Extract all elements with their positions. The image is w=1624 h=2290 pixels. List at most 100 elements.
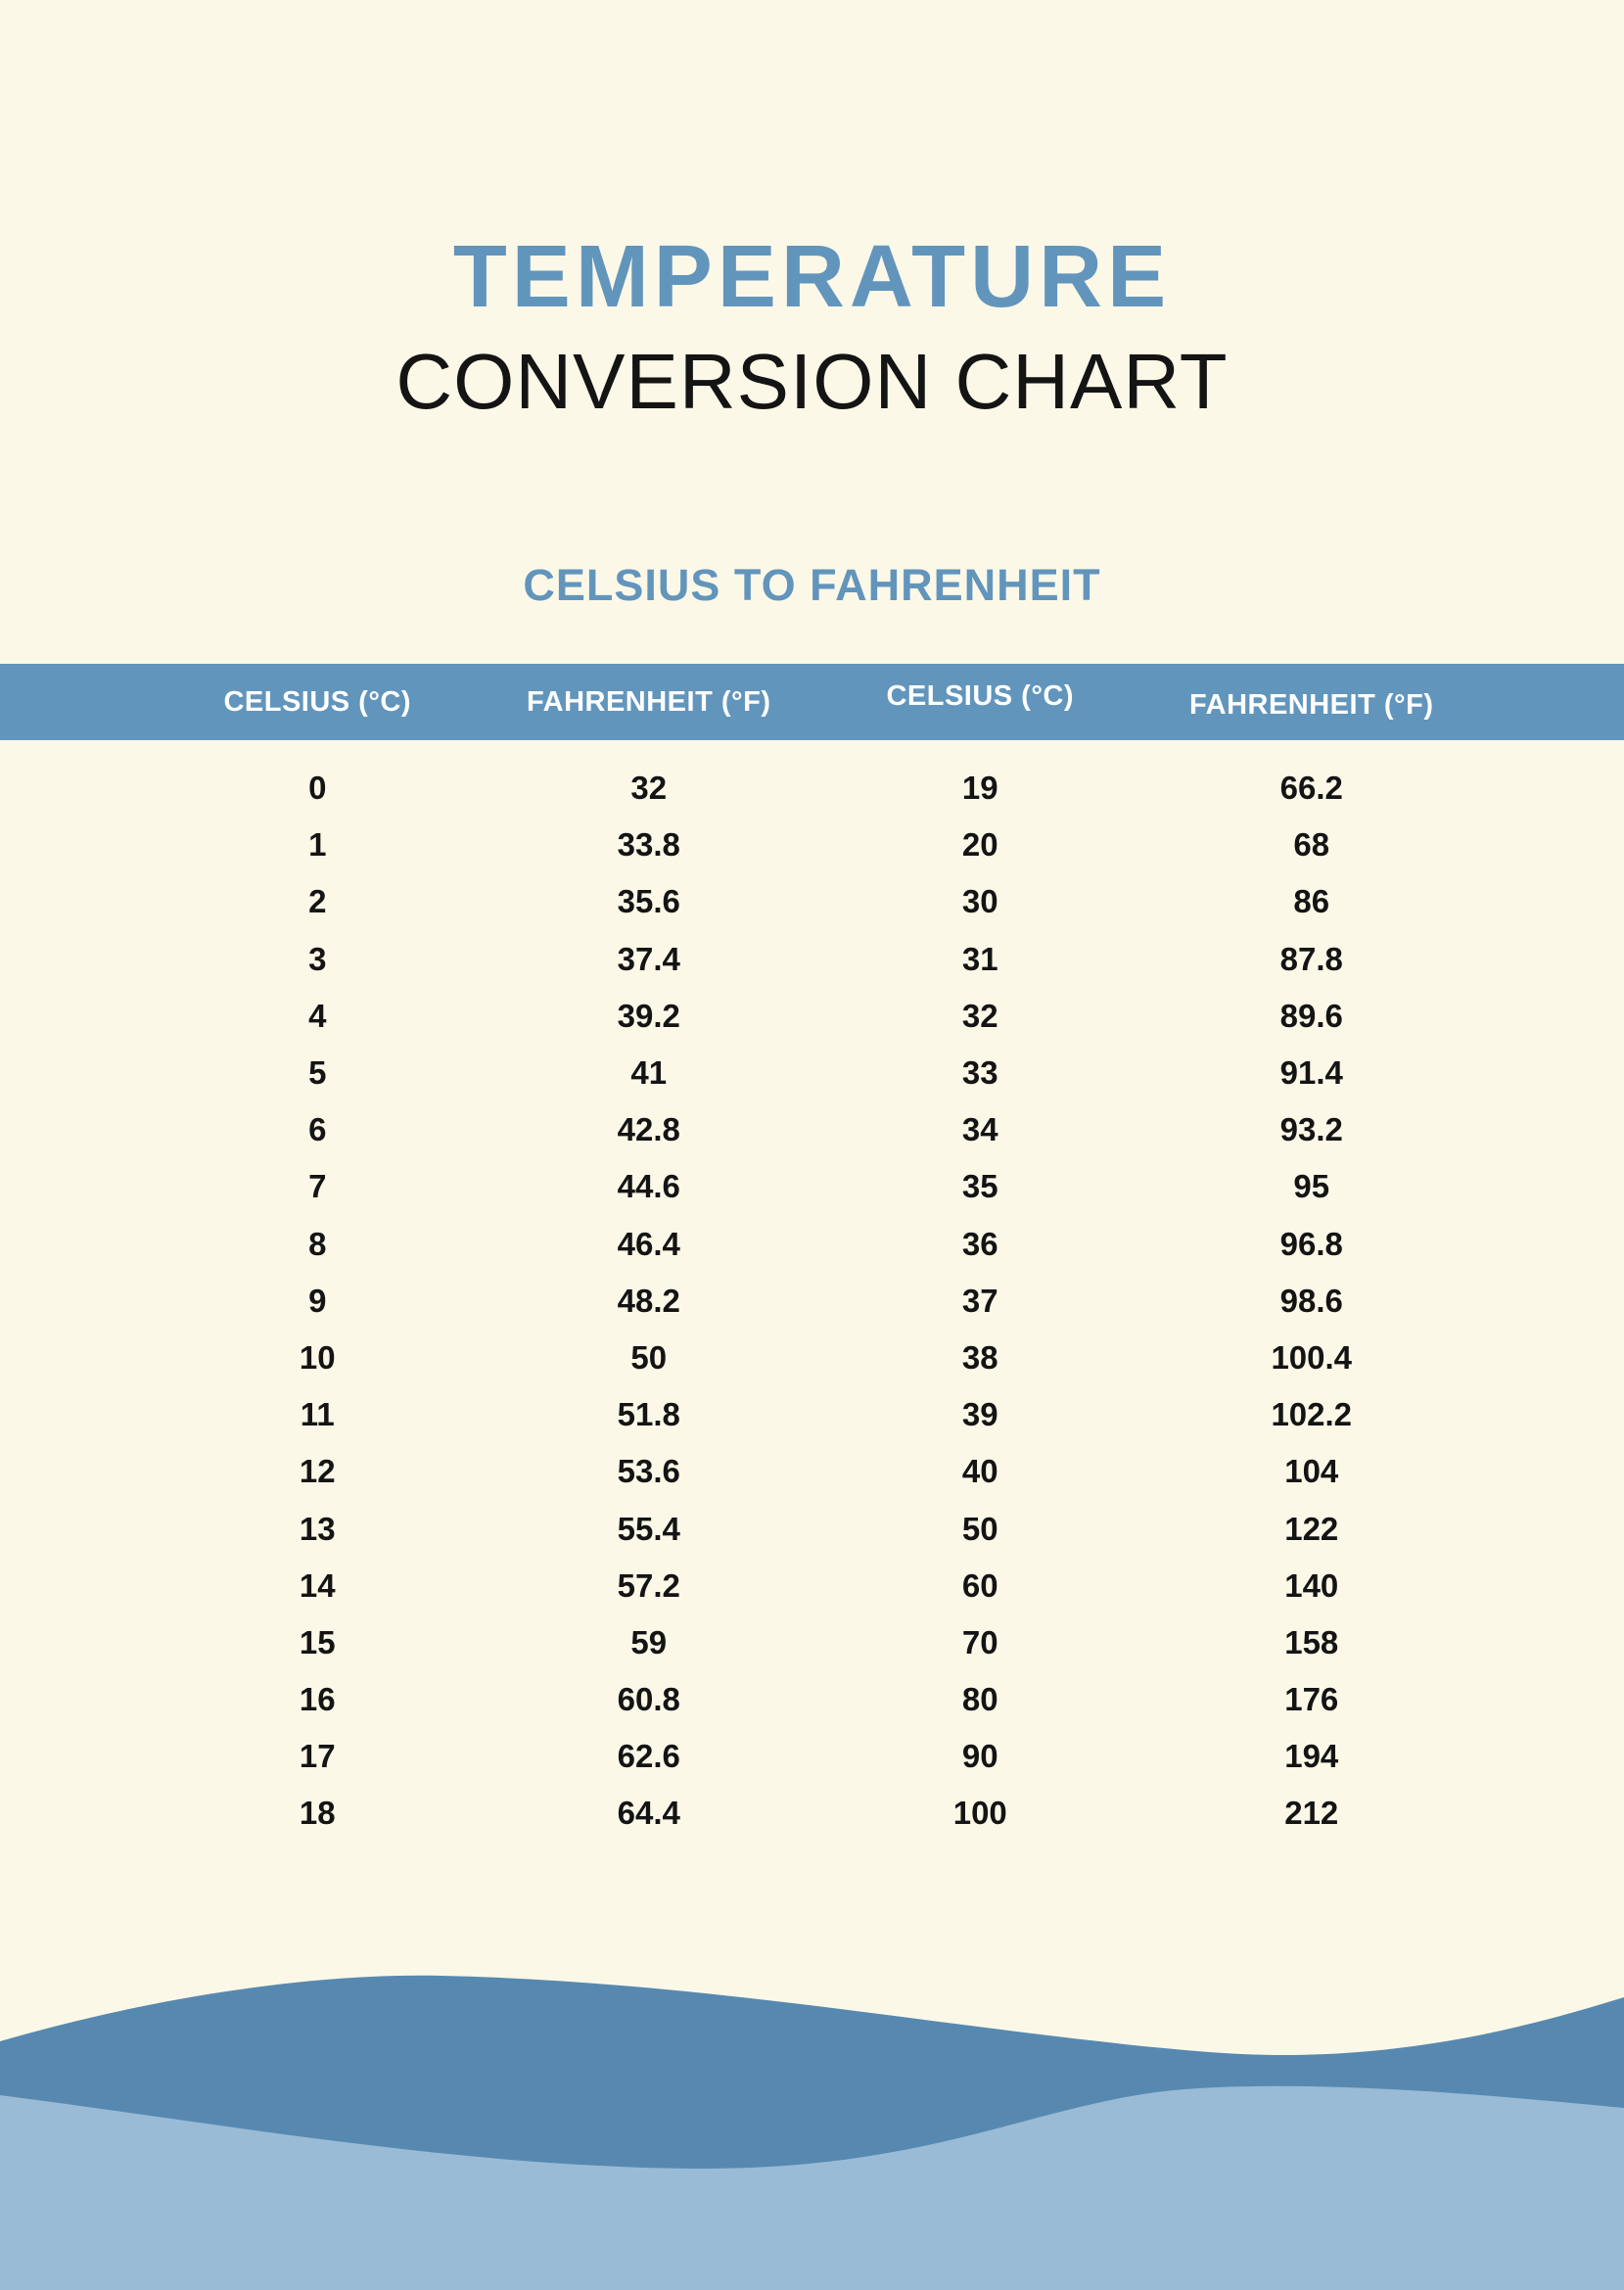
celsius-value: 6: [308, 1111, 327, 1148]
celsius-value: 7: [308, 1168, 327, 1205]
fahrenheit-value: 95: [1293, 1168, 1330, 1205]
celsius-value: 8: [308, 1225, 327, 1262]
celsius-value: 12: [299, 1453, 336, 1490]
table-row: 1 33.8 20 68: [152, 817, 1477, 873]
section-heading: CELSIUS TO FAHRENHEIT: [523, 560, 1101, 610]
celsius-value: 34: [961, 1111, 998, 1148]
fahrenheit-value: 122: [1284, 1510, 1339, 1547]
table-row: 0 32 19 66.2: [152, 760, 1477, 817]
celsius-value: 0: [308, 770, 327, 807]
celsius-value: 31: [961, 940, 998, 977]
fahrenheit-value: 50: [630, 1338, 668, 1376]
celsius-value: 100: [952, 1795, 1007, 1832]
celsius-value: 33: [961, 1054, 998, 1092]
celsius-value: 37: [961, 1282, 998, 1319]
celsius-value: 30: [961, 883, 998, 920]
fahrenheit-value: 102.2: [1271, 1396, 1353, 1433]
fahrenheit-value: 37.4: [617, 940, 680, 977]
fahrenheit-value: 176: [1284, 1681, 1339, 1718]
fahrenheit-value: 140: [1284, 1566, 1339, 1604]
table-row: 12 53.6 40 104: [152, 1443, 1477, 1500]
fahrenheit-value: 62.6: [617, 1738, 680, 1775]
table-header-band: CELSIUS (°C) FAHRENHEIT (°F) CELSIUS (°C…: [0, 664, 1624, 740]
fahrenheit-value: 57.2: [617, 1566, 680, 1604]
celsius-value: 70: [961, 1623, 998, 1660]
table-row: 16 60.8 80 176: [152, 1671, 1477, 1728]
celsius-value: 17: [299, 1738, 336, 1775]
fahrenheit-value: 32: [630, 770, 668, 807]
fahrenheit-value: 158: [1284, 1623, 1339, 1660]
table-row: 9 48.2 37 98.6: [152, 1273, 1477, 1330]
table-row: 3 37.4 31 87.8: [152, 931, 1477, 988]
fahrenheit-value: 41: [630, 1054, 668, 1092]
celsius-value: 11: [300, 1396, 335, 1433]
page-subtitle: CONVERSION CHART: [395, 338, 1229, 425]
fahrenheit-value: 68: [1293, 826, 1330, 864]
celsius-value: 1: [308, 826, 327, 864]
celsius-value: 18: [299, 1795, 336, 1832]
fahrenheit-value: 42.8: [617, 1111, 680, 1148]
celsius-value: 2: [308, 883, 327, 920]
table-row: 11 51.8 39 102.2: [152, 1386, 1477, 1443]
fahrenheit-value: 33.8: [617, 826, 680, 864]
celsius-value: 39: [961, 1396, 998, 1433]
fahrenheit-value: 91.4: [1279, 1054, 1343, 1092]
celsius-value: 80: [961, 1681, 998, 1718]
celsius-value: 20: [961, 826, 998, 864]
column-header-celsius-2: CELSIUS (°C): [886, 679, 1075, 712]
wave-light-shape: [0, 2085, 1624, 2290]
celsius-value: 32: [961, 997, 998, 1034]
fahrenheit-value: 86: [1293, 883, 1330, 920]
celsius-value: 9: [308, 1282, 327, 1319]
fahrenheit-value: 55.4: [617, 1510, 680, 1547]
table-row: 15 59 70 158: [152, 1614, 1477, 1671]
column-header-fahrenheit-2: FAHRENHEIT (°F): [1189, 688, 1434, 721]
table-row: 6 42.8 34 93.2: [152, 1101, 1477, 1158]
table-row: 4 39.2 32 89.6: [152, 988, 1477, 1045]
table-row: 10 50 38 100.4: [152, 1330, 1477, 1386]
fahrenheit-value: 93.2: [1279, 1111, 1343, 1148]
fahrenheit-value: 100.4: [1271, 1338, 1353, 1376]
celsius-value: 13: [299, 1510, 336, 1547]
table-row: 18 64.4 100 212: [152, 1785, 1477, 1842]
celsius-value: 60: [961, 1566, 998, 1604]
fahrenheit-value: 104: [1284, 1453, 1339, 1490]
celsius-value: 14: [299, 1566, 336, 1604]
fahrenheit-value: 98.6: [1279, 1282, 1343, 1319]
table-row: 17 62.6 90 194: [152, 1728, 1477, 1785]
celsius-value: 10: [299, 1338, 336, 1376]
fahrenheit-value: 96.8: [1279, 1225, 1343, 1262]
table-header-row: CELSIUS (°C) FAHRENHEIT (°F) CELSIUS (°C…: [152, 664, 1477, 740]
table-row: 8 46.4 36 96.8: [152, 1216, 1477, 1273]
fahrenheit-value: 44.6: [617, 1168, 680, 1205]
fahrenheit-value: 48.2: [617, 1282, 680, 1319]
fahrenheit-value: 66.2: [1279, 770, 1343, 807]
conversion-table-body: 0 32 19 66.2 1 33.8 20 68 2 35.6 30 86 3…: [152, 760, 1477, 1843]
fahrenheit-value: 51.8: [617, 1396, 680, 1433]
celsius-value: 16: [299, 1681, 336, 1718]
fahrenheit-value: 53.6: [617, 1453, 680, 1490]
celsius-value: 90: [961, 1738, 998, 1775]
wave-decoration: [0, 1898, 1624, 2290]
celsius-value: 5: [308, 1054, 327, 1092]
table-row: 2 35.6 30 86: [152, 873, 1477, 930]
fahrenheit-value: 87.8: [1279, 940, 1343, 977]
celsius-value: 35: [961, 1168, 998, 1205]
celsius-value: 4: [308, 997, 327, 1034]
fahrenheit-value: 89.6: [1279, 997, 1343, 1034]
page-title: TEMPERATURE: [452, 228, 1172, 326]
fahrenheit-value: 46.4: [617, 1225, 680, 1262]
table-row: 13 55.4 50 122: [152, 1500, 1477, 1557]
table-row: 14 57.2 60 140: [152, 1558, 1477, 1614]
wave-svg: [0, 1975, 1624, 2290]
fahrenheit-value: 194: [1284, 1738, 1339, 1775]
fahrenheit-value: 35.6: [617, 883, 680, 920]
celsius-value: 40: [961, 1453, 998, 1490]
fahrenheit-value: 60.8: [617, 1681, 680, 1718]
fahrenheit-value: 39.2: [617, 997, 680, 1034]
fahrenheit-value: 59: [630, 1623, 668, 1660]
celsius-value: 19: [961, 770, 998, 807]
table-row: 5 41 33 91.4: [152, 1045, 1477, 1101]
celsius-value: 15: [299, 1623, 336, 1660]
celsius-value: 36: [961, 1225, 998, 1262]
